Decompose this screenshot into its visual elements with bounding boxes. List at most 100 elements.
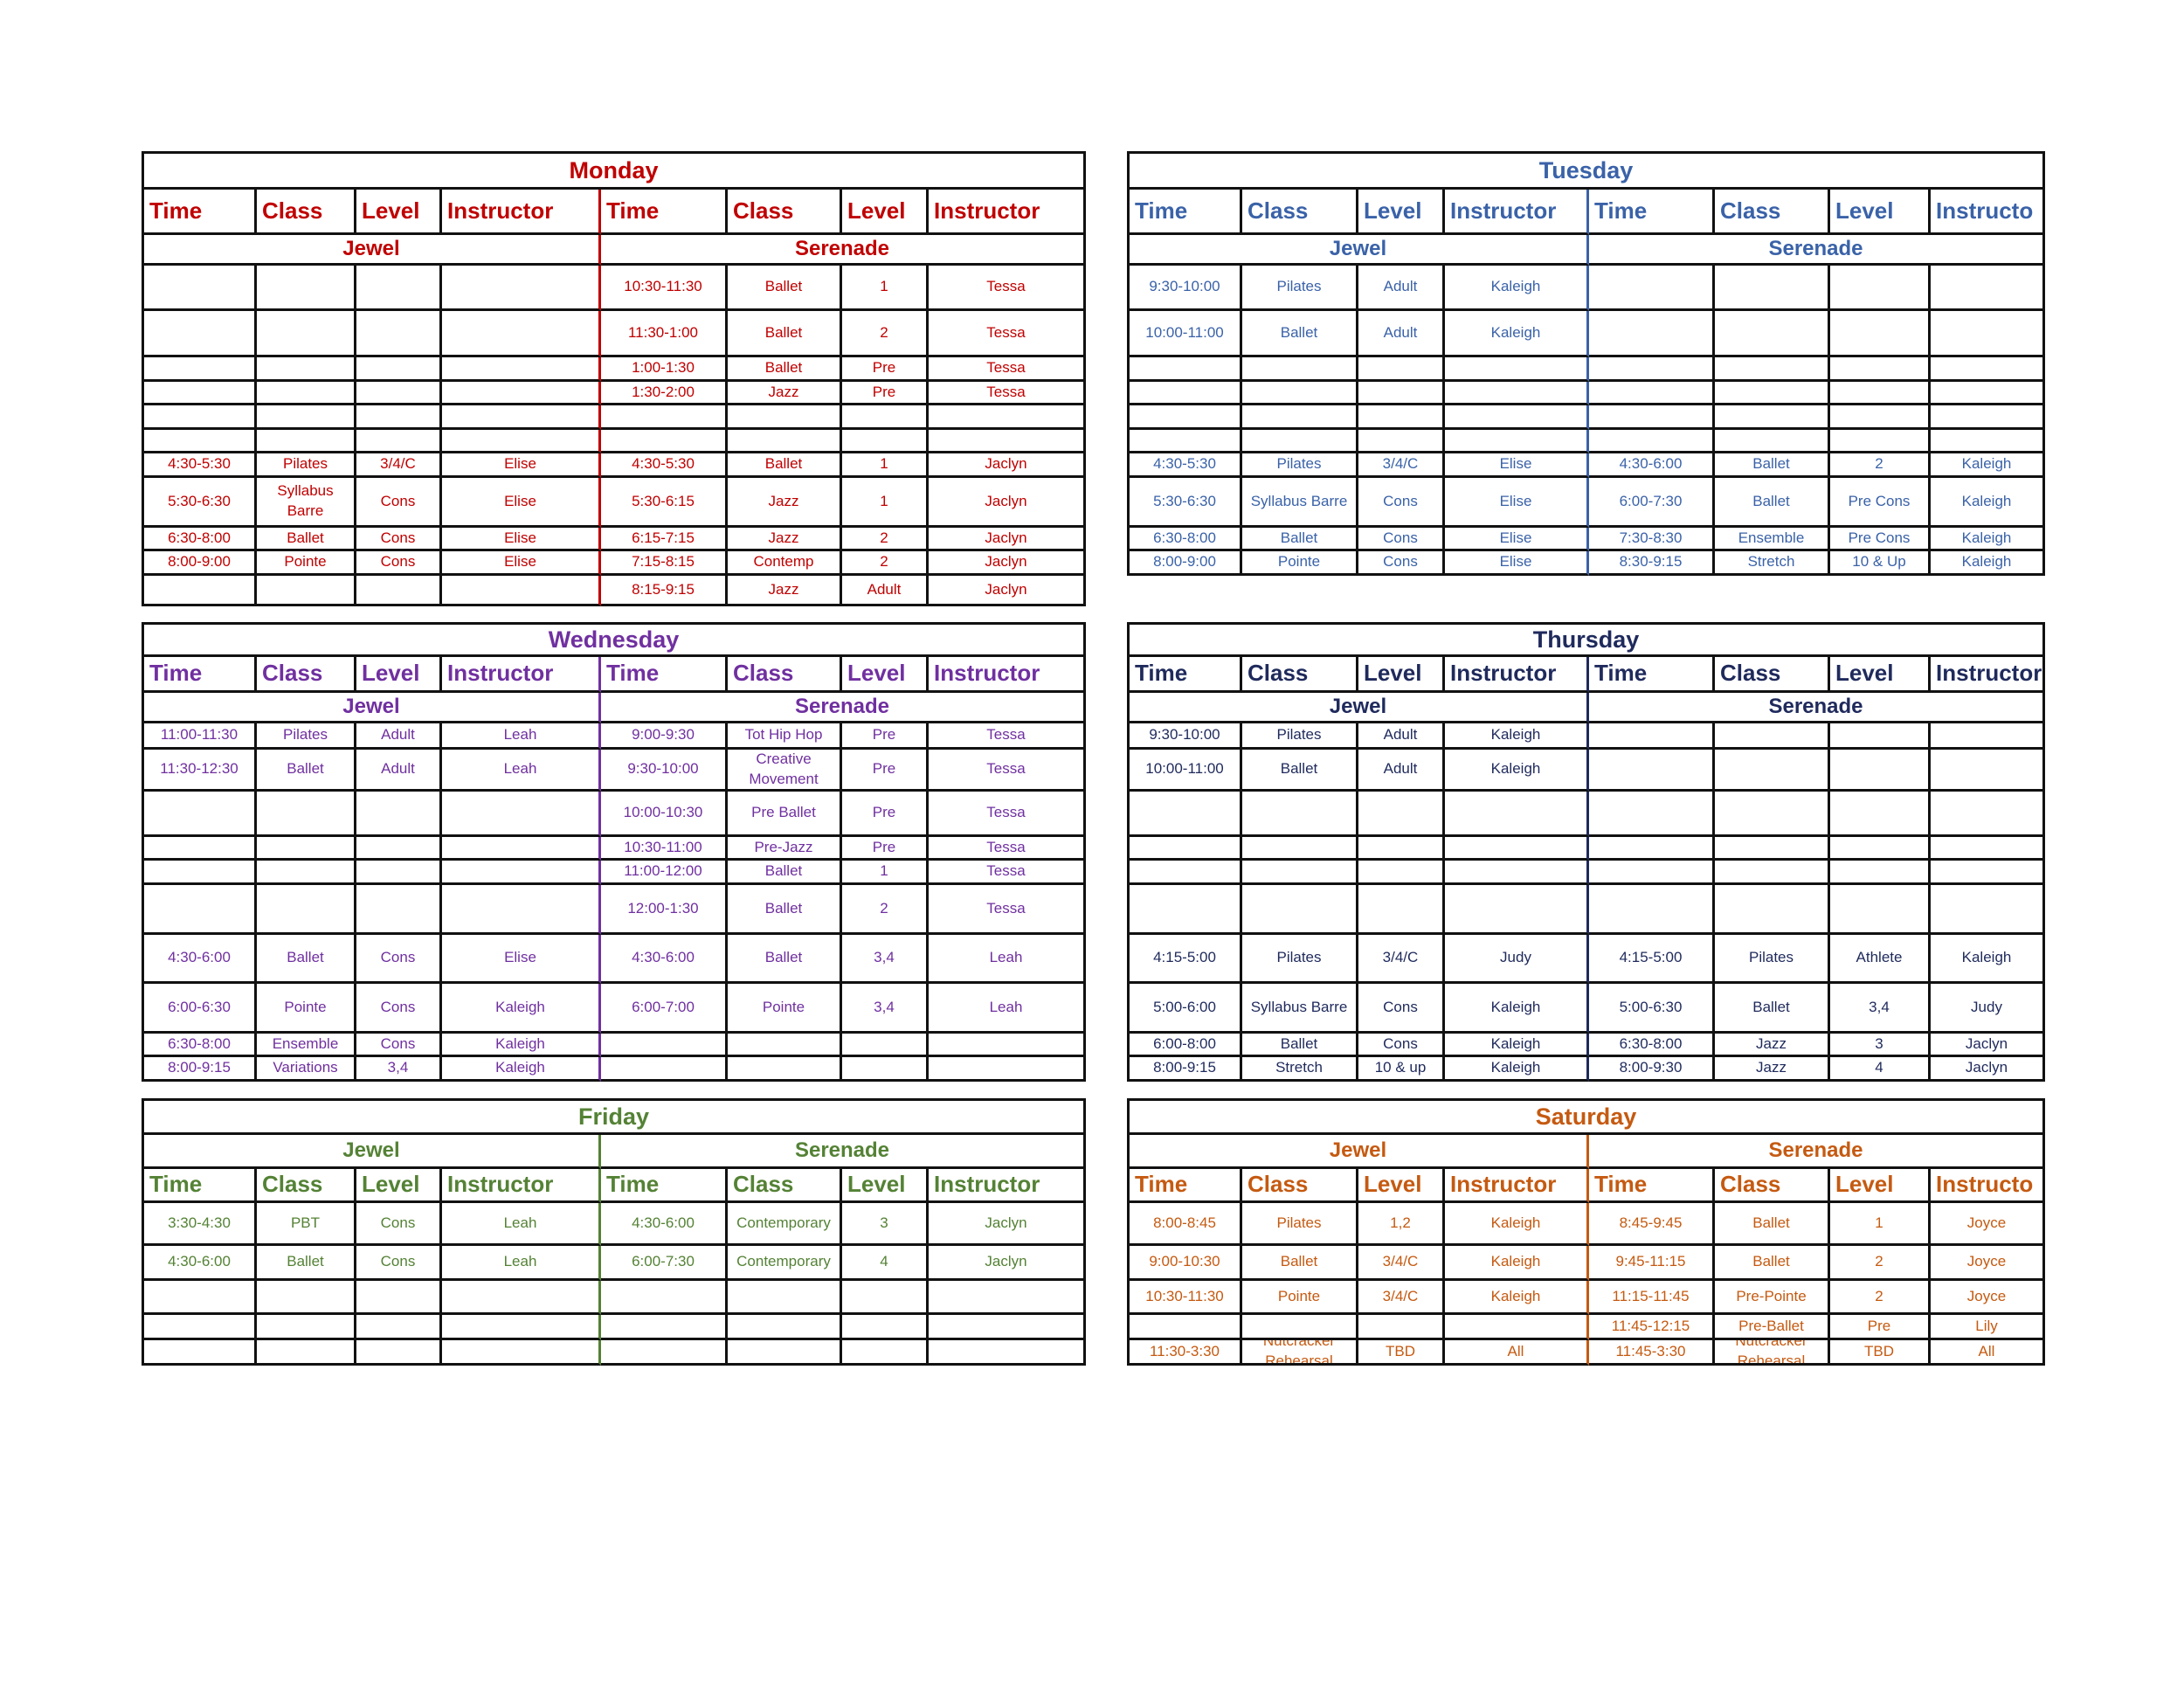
schedule-cell: Kaleigh — [1445, 1057, 1589, 1082]
schedule-cell: Tessa — [929, 357, 1086, 382]
column-header: Instructor — [442, 1169, 601, 1203]
schedule-cell — [1931, 750, 2045, 792]
column-header: Class — [728, 1169, 842, 1203]
column-header: Time — [601, 1169, 728, 1203]
schedule-cell — [1589, 382, 1715, 405]
schedule-cell: Adult — [1358, 750, 1445, 792]
schedule-cell: Kaleigh — [1445, 750, 1589, 792]
schedule-cell: Tessa — [929, 837, 1086, 861]
schedule-cell: Ballet — [1715, 1246, 1830, 1281]
column-header: Time — [601, 190, 728, 235]
schedule-cell — [442, 382, 601, 405]
schedule-cell: 12:00-1:30 — [601, 885, 728, 935]
schedule-cell — [1715, 357, 1830, 382]
schedule-cell: Tessa — [929, 861, 1086, 885]
schedule-cell: 5:00-6:30 — [1589, 984, 1715, 1034]
schedule-cell — [1127, 861, 1242, 885]
schedule-cell: 6:00-6:30 — [142, 984, 257, 1034]
column-header: Time — [142, 1169, 257, 1203]
schedule-cell — [728, 1315, 842, 1340]
schedule-cell: Ballet — [728, 266, 842, 311]
schedule-cell: 10 & up — [1358, 1057, 1445, 1082]
schedule-cell — [356, 382, 442, 405]
schedule-cell: Ballet — [1242, 750, 1358, 792]
schedule-cell: 9:45-11:15 — [1589, 1246, 1715, 1281]
column-header: Time — [1127, 657, 1242, 693]
schedule-cell: Elise — [442, 453, 601, 478]
schedule-cell: 1 — [1830, 1203, 1931, 1246]
schedule-cell: Kaleigh — [1931, 935, 2045, 984]
schedule-cell: Ballet — [1242, 528, 1358, 551]
schedule-cell — [257, 1315, 356, 1340]
schedule-cell: Ballet — [1715, 478, 1830, 528]
schedule-cell: Syllabus Barre — [257, 478, 356, 528]
schedule-cell — [442, 1315, 601, 1340]
schedule-cell — [442, 1281, 601, 1315]
schedule-cell: Kaleigh — [1931, 478, 2045, 528]
schedule-cell: 3/4/C — [1358, 1281, 1445, 1315]
schedule-cell: Ballet — [728, 453, 842, 478]
schedule-cell: 1,2 — [1358, 1203, 1445, 1246]
schedule-cell — [442, 405, 601, 430]
schedule-cell — [1931, 792, 2045, 837]
schedule-cell — [1445, 792, 1589, 837]
schedule-cell — [356, 792, 442, 837]
schedule-cell — [929, 1340, 1086, 1366]
schedule-cell: Lily — [1931, 1315, 2045, 1340]
schedule-cell: Tessa — [929, 382, 1086, 405]
schedule-cell — [1830, 861, 1931, 885]
schedule-cell: Pre — [842, 723, 929, 750]
schedule-cell: Variations — [257, 1057, 356, 1082]
schedule-cell — [1715, 837, 1830, 861]
schedule-cell: All — [1445, 1340, 1589, 1366]
studio-jewel-label: Jewel — [142, 1135, 601, 1169]
column-header: Level — [1830, 657, 1931, 693]
schedule-cell — [728, 1057, 842, 1082]
schedule-cell: 4:30-6:00 — [1589, 453, 1715, 478]
schedule-cell: 10:30-11:00 — [601, 837, 728, 861]
schedule-cell: 8:00-9:15 — [142, 1057, 257, 1082]
schedule-cell: 6:30-8:00 — [1589, 1034, 1715, 1057]
schedule-cell: Kaleigh — [1445, 1281, 1589, 1315]
schedule-cell: 10:00-11:00 — [1127, 750, 1242, 792]
schedule-cell — [1931, 266, 2045, 311]
schedule-cell: Pilates — [1242, 266, 1358, 311]
schedule-cell: Ensemble — [1715, 528, 1830, 551]
schedule-cell: Pilates — [1242, 723, 1358, 750]
schedule-cell — [842, 1057, 929, 1082]
schedule-cell: 3,4 — [842, 935, 929, 984]
schedule-cell — [1445, 430, 1589, 453]
schedule-cell: 4:30-6:00 — [142, 935, 257, 984]
schedule-cell: Kaleigh — [442, 984, 601, 1034]
schedule-cell — [1358, 405, 1445, 430]
schedule-cell: 9:30-10:00 — [1127, 723, 1242, 750]
schedule-cell: Ballet — [257, 935, 356, 984]
schedule-cell: 2 — [842, 528, 929, 551]
schedule-cell: Cons — [1358, 528, 1445, 551]
schedule-cell — [1589, 861, 1715, 885]
schedule-cell — [1715, 750, 1830, 792]
schedule-cell: Leah — [929, 984, 1086, 1034]
schedule-cell: Jazz — [728, 528, 842, 551]
column-header: Level — [842, 657, 929, 693]
schedule-cell: Adult — [356, 750, 442, 792]
schedule-cell: TBD — [1830, 1340, 1931, 1366]
column-header: Class — [1715, 190, 1830, 235]
schedule-cell: Elise — [1445, 551, 1589, 576]
schedule-cell: Adult — [1358, 723, 1445, 750]
schedule-cell: Ballet — [728, 357, 842, 382]
schedule-cell: Cons — [1358, 478, 1445, 528]
schedule-cell: Pointe — [1242, 551, 1358, 576]
schedule-cell: 1 — [842, 266, 929, 311]
schedule-cell — [442, 311, 601, 357]
schedule-cell: 11:30-12:30 — [142, 750, 257, 792]
schedule-cell — [1931, 885, 2045, 935]
schedule-cell — [1242, 837, 1358, 861]
column-header: Time — [1589, 657, 1715, 693]
schedule-cell: Tessa — [929, 885, 1086, 935]
schedule-cell: 10:00-11:00 — [1127, 311, 1242, 357]
schedule-cell: Cons — [356, 528, 442, 551]
schedule-cell: Elise — [1445, 528, 1589, 551]
schedule-cell — [728, 1281, 842, 1315]
column-header: Time — [142, 657, 257, 693]
